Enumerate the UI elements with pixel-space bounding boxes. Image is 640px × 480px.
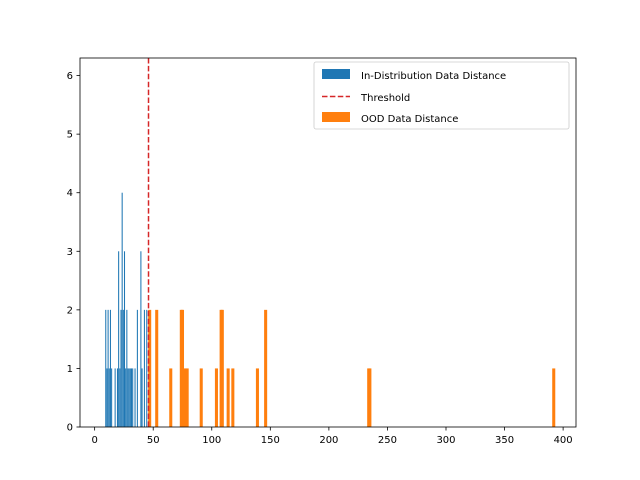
axes-layer: 0 50 100 150 200 250 300 350 400 0 1 2 3 4 5 6 [67,57,577,446]
bars-layer [105,192,556,427]
legend-label-threshold: Threshold [360,93,410,104]
ood-bar [552,368,556,427]
ood-bar [180,309,185,427]
axes-frame [79,57,577,428]
ood-bar [199,368,203,427]
in-distribution-bar [107,309,109,427]
ood-bar [185,368,189,427]
ood-bar [255,368,259,427]
in-distribution-bar [132,368,134,427]
ood-bar [231,368,235,427]
y-tick-label: 2 [67,305,73,316]
ood-bar [169,368,173,427]
legend: In-Distribution Data Distance Threshold OO… [313,61,570,130]
y-tick-label: 3 [67,247,73,258]
in-distribution-bar [141,368,143,427]
in-distribution-bar [126,309,128,427]
in-distribution-bar [114,368,116,427]
in-distribution-bar [146,309,148,427]
in-distribution-bar [143,309,145,427]
y-tick-label: 1 [67,364,73,375]
ood-bar [368,368,372,427]
ood-bar [226,368,230,427]
y-tick-label: 4 [67,188,73,199]
ood-bar [220,309,224,427]
in-distribution-bar [118,251,120,427]
y-tick-label: 0 [67,423,73,434]
ood-bar [214,368,218,427]
in-distribution-bar [105,309,107,427]
x-tick-label: 350 [495,435,514,446]
x-tick-label: 250 [378,435,397,446]
y-tick-label: 5 [67,130,73,141]
x-tick-label: 0 [91,435,97,446]
in-distribution-bar [111,368,113,427]
in-distribution-bar [127,368,129,427]
ood-bar [264,309,268,427]
in-distribution-bar [109,309,111,427]
ood-bar [183,368,187,427]
in-distribution-bar [134,368,136,427]
in-distribution-bar [121,192,123,427]
in-distribution-bar [136,309,138,427]
ood-bar [148,309,152,427]
in-distribution-bar [122,309,124,427]
in-distribution-bar [140,251,142,427]
in-distribution-bar [131,368,133,427]
x-tick-label: 300 [436,435,455,446]
in-distribution-bar [125,368,127,427]
in-distribution-bar [120,309,122,427]
in-distribution-bar [129,368,131,427]
in-distribution-bar [116,368,118,427]
x-tick-label: 100 [202,435,221,446]
in-distribution-bar [119,368,121,427]
in-distribution-bar [106,368,108,427]
legend-label-in-distribution: In-Distribution Data Distance [361,71,506,82]
legend-box [313,61,570,130]
x-tick-label: 50 [147,435,160,446]
x-tick-label: 400 [554,435,573,446]
in-distribution-bar [128,368,130,427]
x-tick-label: 150 [261,435,280,446]
legend-swatch-in-distribution [322,69,350,79]
in-distribution-bar [108,368,110,427]
y-tick-label: 6 [67,71,73,82]
legend-swatch-ood [322,112,350,122]
x-tick-label: 200 [319,435,338,446]
legend-label-ood: OOD Data Distance [361,114,458,125]
ood-bar [155,309,159,427]
in-distribution-bar [123,251,126,427]
